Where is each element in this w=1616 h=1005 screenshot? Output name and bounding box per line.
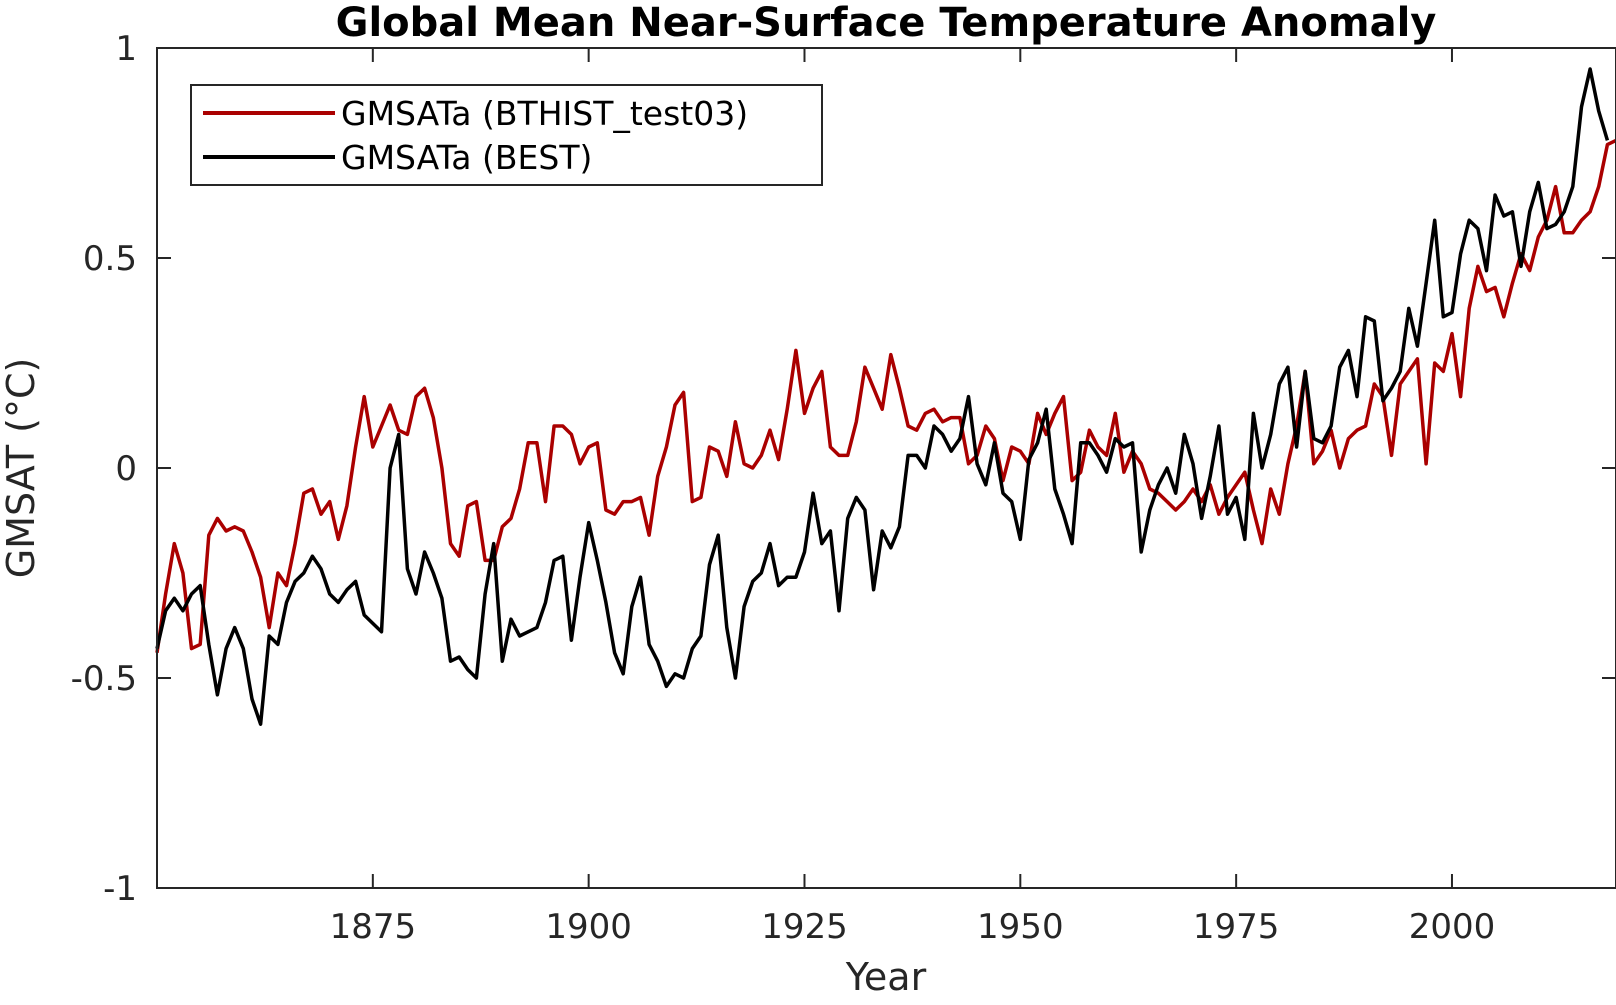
- y-tick-label-2: 0: [115, 449, 137, 489]
- chart-title: Global Mean Near-Surface Temperature Ano…: [336, 0, 1437, 46]
- x-tick-label-1975: 1975: [1193, 907, 1280, 947]
- series-line-btd: [155, 138, 1616, 654]
- y-tick-label-1: -0.5: [71, 659, 137, 699]
- x-tick-label-1900: 1900: [545, 907, 632, 947]
- legend-label-best: GMSATa (BEST): [341, 138, 592, 177]
- x-tick-label-1950: 1950: [977, 907, 1064, 947]
- plot-frame: [156, 47, 1616, 889]
- series-line-best: [155, 67, 1610, 726]
- y-tick-label-0: -1: [103, 869, 137, 909]
- legend: GMSATa (BTHIST_test03) GMSATa (BEST): [190, 84, 823, 186]
- y-tick-label-4: 1: [115, 29, 137, 69]
- legend-box: [190, 84, 823, 186]
- x-tick-label-2000: 2000: [1409, 907, 1496, 947]
- y-axis-title: GMSAT (°C): [0, 358, 43, 579]
- x-tick-label-1875: 1875: [330, 907, 417, 947]
- x-tick-label-1925: 1925: [761, 907, 848, 947]
- series-layer: [155, 67, 1616, 726]
- tick-labels: 1875 1900 1925 1950 1975 2000 -1 -0.5 0 0.5 1: [71, 29, 1496, 947]
- legend-label-btd: GMSATa (BTHIST_test03): [341, 94, 748, 133]
- y-tick-label-3: 0.5: [83, 239, 137, 279]
- x-axis-title: Year: [845, 955, 927, 999]
